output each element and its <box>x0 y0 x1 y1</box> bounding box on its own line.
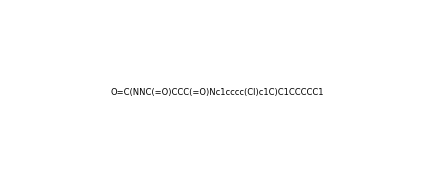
Text: O=C(NNC(=O)CCC(=O)Nc1cccc(Cl)c1C)C1CCCCC1: O=C(NNC(=O)CCC(=O)Nc1cccc(Cl)c1C)C1CCCCC… <box>110 88 324 97</box>
